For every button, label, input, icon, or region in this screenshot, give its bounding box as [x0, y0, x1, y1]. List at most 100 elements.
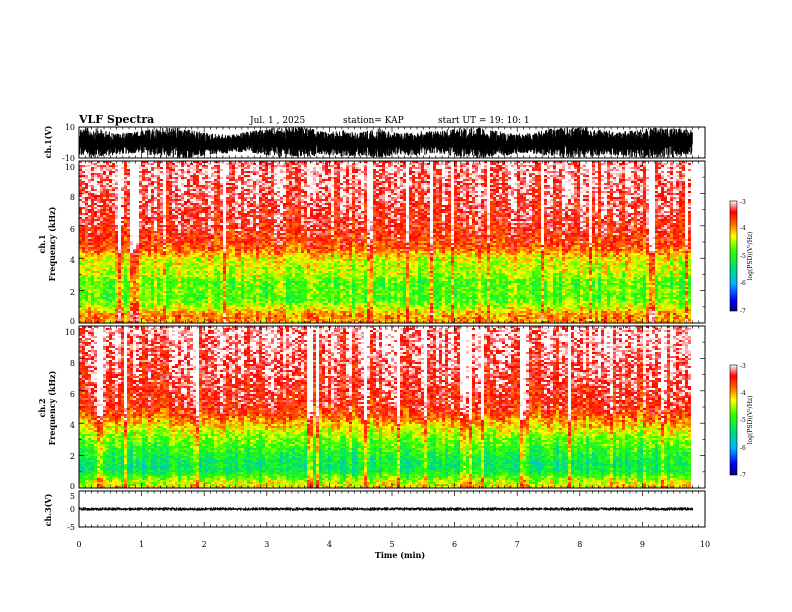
- spectrogram-cell: [103, 167, 106, 169]
- spectrogram-cell: [658, 171, 661, 173]
- spectrogram-cell: [646, 175, 649, 177]
- spectrogram-cell: [454, 175, 457, 177]
- spectrogram-cell: [439, 177, 442, 179]
- spectrogram-cell: [460, 171, 463, 173]
- spectrogram-cell: [202, 187, 205, 189]
- spectrogram-cell: [94, 195, 97, 197]
- spectrogram-cell: [313, 175, 316, 177]
- spectrogram-cell: [589, 165, 592, 167]
- spectrogram-cell: [655, 175, 658, 177]
- spectrogram-cell: [670, 185, 673, 187]
- spectrogram-cell: [496, 183, 499, 185]
- spectrogram-cell: [442, 165, 445, 167]
- spectrogram-cell: [481, 181, 484, 183]
- spectrogram-cell: [511, 189, 514, 191]
- spectrogram-cell: [601, 165, 604, 167]
- spectrogram-cell: [502, 181, 505, 183]
- spectrogram-cell: [286, 183, 289, 185]
- spectrogram-cell: [172, 189, 175, 191]
- spectrogram-cell: [241, 193, 244, 195]
- spectrogram-cell: [103, 181, 106, 183]
- spectrogram-cell: [451, 171, 454, 173]
- spectrogram-cell: [253, 171, 256, 173]
- spectrogram-cell: [151, 177, 154, 179]
- spectrogram-cell: [487, 163, 490, 165]
- spectrogram-cell: [103, 165, 106, 167]
- spectrogram-cell: [418, 169, 421, 171]
- spectrogram-cell: [340, 183, 343, 185]
- spectrogram-cell: [331, 195, 334, 197]
- spectrogram-cell: [625, 187, 628, 189]
- spectrogram-cell: [688, 167, 691, 169]
- spectrogram-cell: [619, 195, 622, 197]
- spectrogram-cell: [295, 179, 298, 181]
- spectrogram-cell: [304, 177, 307, 179]
- spectrogram-cell: [406, 195, 409, 197]
- spectrogram-cell: [274, 193, 277, 195]
- spectrogram-cell: [658, 185, 661, 187]
- spectrogram-cell: [424, 191, 427, 193]
- spectrogram-cell: [157, 177, 160, 179]
- spectrogram-cell: [640, 191, 643, 193]
- spectrogram-cell: [403, 183, 406, 185]
- spectrogram-cell: [343, 183, 346, 185]
- spectrogram-cell: [247, 181, 250, 183]
- spectrogram-cell: [355, 165, 358, 167]
- spectrogram-cell: [181, 195, 184, 197]
- spectrogram-cell: [499, 169, 502, 171]
- spectrogram-cell: [571, 193, 574, 195]
- spectrogram-cell: [421, 177, 424, 179]
- spectrogram-cell: [271, 185, 274, 187]
- spectrogram-cell: [418, 185, 421, 187]
- spectrogram-cell: [82, 171, 85, 173]
- spectrogram-cell: [154, 181, 157, 183]
- spectrogram-cell: [520, 179, 523, 181]
- spectrogram-cell: [235, 185, 238, 187]
- spectrogram-cell: [211, 187, 214, 189]
- spectrogram-cell: [547, 169, 550, 171]
- spectrogram-cell: [223, 179, 226, 181]
- spectrogram-cell: [355, 167, 358, 169]
- spectrogram-cell: [544, 187, 547, 189]
- spectrogram-cell: [457, 165, 460, 167]
- spectrogram-cell: [220, 191, 223, 193]
- spectrogram-cell: [331, 191, 334, 193]
- spectrogram-cell: [205, 187, 208, 189]
- spectrogram-cell: [109, 183, 112, 185]
- spectrogram-cell: [529, 193, 532, 195]
- spectrogram-cell: [82, 179, 85, 181]
- spectrogram-cell: [478, 183, 481, 185]
- spectrogram-cell: [136, 183, 139, 185]
- spectrogram-cell: [511, 181, 514, 183]
- spectrogram-cell: [268, 167, 271, 169]
- spectrogram-cell: [325, 189, 328, 191]
- spectrogram-cell: [487, 177, 490, 179]
- spectrogram-cell: [598, 183, 601, 185]
- spectrogram-cell: [643, 193, 646, 195]
- spectrogram-cell: [688, 181, 691, 183]
- spectrogram-cell: [367, 169, 370, 171]
- spectrogram-cell: [619, 169, 622, 171]
- spectrogram-cell: [523, 187, 526, 189]
- spectrogram-cell: [610, 195, 613, 197]
- spectrogram-cell: [472, 195, 475, 197]
- spectrogram-cell: [628, 173, 631, 175]
- spectrogram-cell: [571, 185, 574, 187]
- spectrogram-cell: [100, 173, 103, 175]
- spectrogram-cell: [433, 177, 436, 179]
- spectrogram-cell: [508, 175, 511, 177]
- spectrogram-cell: [415, 185, 418, 187]
- spectrogram-cell: [439, 181, 442, 183]
- spectrogram-cell: [265, 189, 268, 191]
- spectrogram-cell: [241, 191, 244, 193]
- spectrogram-cell: [286, 191, 289, 193]
- spectrogram-cell: [496, 175, 499, 177]
- spectrogram-cell: [130, 169, 133, 171]
- spectrogram-cell: [253, 191, 256, 193]
- spectrogram-cell: [628, 183, 631, 185]
- spectrogram-cell: [385, 175, 388, 177]
- spectrogram-cell: [433, 189, 436, 191]
- spectrogram-cell: [352, 183, 355, 185]
- spectrogram-cell: [541, 191, 544, 193]
- spectrogram-cell: [361, 189, 364, 191]
